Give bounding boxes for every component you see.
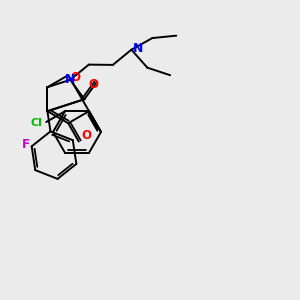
- Text: O: O: [70, 71, 80, 84]
- Text: O: O: [82, 129, 92, 142]
- Text: F: F: [22, 138, 30, 151]
- Text: Cl: Cl: [30, 118, 42, 128]
- Text: N: N: [132, 42, 143, 55]
- Text: O: O: [88, 78, 99, 92]
- Text: N: N: [65, 73, 75, 86]
